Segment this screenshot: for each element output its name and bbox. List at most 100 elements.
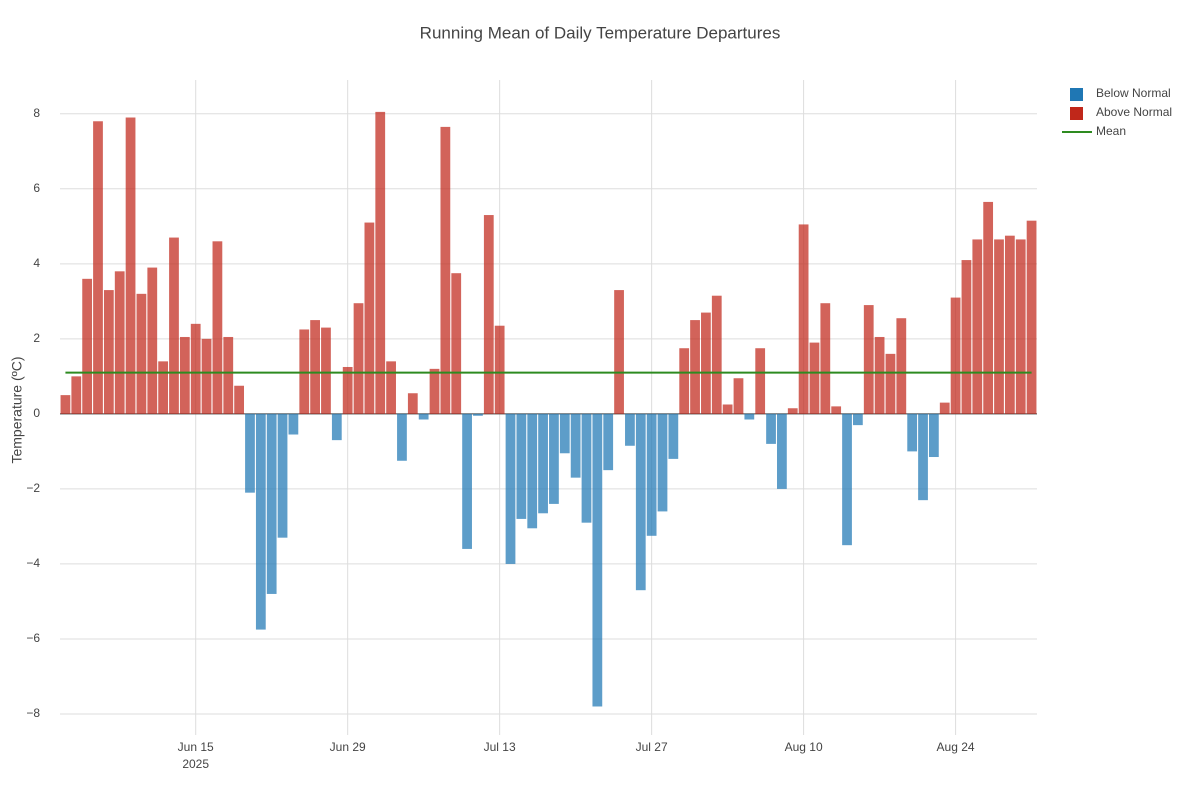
chart-title: Running Mean of Daily Temperature Depart… [420, 23, 781, 42]
bar [842, 413, 852, 546]
x-tick-label: Jul 27 [636, 740, 668, 754]
bar [722, 404, 733, 414]
bar [733, 378, 744, 414]
bar [364, 222, 375, 414]
bar [321, 327, 331, 414]
bar [863, 305, 874, 414]
legend-label: Mean [1096, 124, 1126, 138]
bar [386, 361, 396, 414]
bar [483, 215, 494, 414]
y-tick-label: −2 [26, 481, 40, 495]
y-axis-label: Temperature (ºC) [9, 356, 25, 463]
bar [679, 348, 690, 414]
bar [972, 239, 983, 414]
bar [809, 342, 820, 414]
y-tick-label: −4 [26, 556, 40, 570]
bar [559, 413, 570, 454]
bar [549, 413, 559, 504]
bar [939, 402, 950, 414]
bar [766, 413, 776, 444]
legend-swatch [1070, 107, 1083, 120]
bar [93, 121, 103, 414]
bar [527, 413, 538, 529]
bar [288, 413, 299, 435]
x-tick-label: Aug 24 [937, 740, 975, 754]
bar [657, 413, 668, 512]
legend-label: Above Normal [1096, 105, 1172, 119]
bar [473, 413, 483, 416]
x-year-label: 2025 [182, 757, 209, 771]
bar [310, 320, 320, 414]
bar [538, 413, 548, 514]
bar [820, 303, 831, 414]
bar [961, 260, 972, 414]
bar [353, 303, 364, 414]
bar [798, 224, 809, 414]
bar [668, 413, 679, 459]
bar [277, 413, 288, 538]
bar [375, 111, 386, 414]
bar [169, 237, 179, 414]
bar [212, 241, 223, 414]
y-tick-label: 2 [33, 331, 40, 345]
bar [896, 318, 907, 414]
x-tick-label: Jun 29 [330, 740, 366, 754]
bar [397, 413, 407, 461]
bar [147, 267, 158, 414]
bar [994, 239, 1004, 414]
bar [950, 297, 961, 414]
bar [103, 290, 114, 414]
bar [614, 290, 624, 414]
bar [1026, 220, 1037, 414]
bar [603, 413, 614, 471]
bar [852, 413, 863, 426]
bar [885, 353, 896, 414]
bar [494, 325, 505, 414]
bar [831, 406, 842, 414]
bar [234, 385, 245, 414]
y-tick-label: −6 [26, 631, 40, 645]
bar [71, 376, 82, 414]
bar [190, 323, 201, 414]
bar [342, 366, 353, 414]
bar [635, 413, 646, 591]
bar [255, 413, 266, 630]
y-tick-label: −8 [26, 706, 40, 720]
legend-swatch [1070, 88, 1083, 101]
bar [646, 413, 657, 536]
bar [744, 413, 755, 420]
bar [125, 117, 136, 414]
bar [179, 336, 190, 414]
bar [701, 312, 711, 414]
bar [201, 338, 212, 414]
bar [711, 295, 722, 414]
bar [983, 201, 994, 414]
bar [787, 408, 798, 414]
bar [82, 278, 93, 414]
legend-label: Below Normal [1096, 86, 1171, 100]
x-tick-label: Jul 13 [484, 740, 516, 754]
bar [755, 348, 766, 414]
bar [407, 393, 418, 414]
bar [114, 271, 125, 414]
bar [874, 336, 885, 414]
bar [907, 413, 918, 452]
x-tick-label: Aug 10 [785, 740, 823, 754]
bar [918, 413, 928, 501]
bar [136, 293, 147, 414]
bar [592, 413, 603, 707]
bar [245, 413, 255, 493]
bar [462, 413, 472, 549]
bar [60, 395, 71, 414]
bar [625, 413, 635, 446]
bar [440, 126, 451, 414]
bar [223, 336, 234, 414]
bar [570, 413, 581, 478]
bar [1015, 239, 1026, 414]
bar [516, 413, 527, 519]
y-tick-label: 6 [33, 181, 40, 195]
y-tick-label: 8 [33, 106, 40, 120]
bar [690, 320, 700, 414]
y-tick-label: 0 [33, 406, 40, 420]
